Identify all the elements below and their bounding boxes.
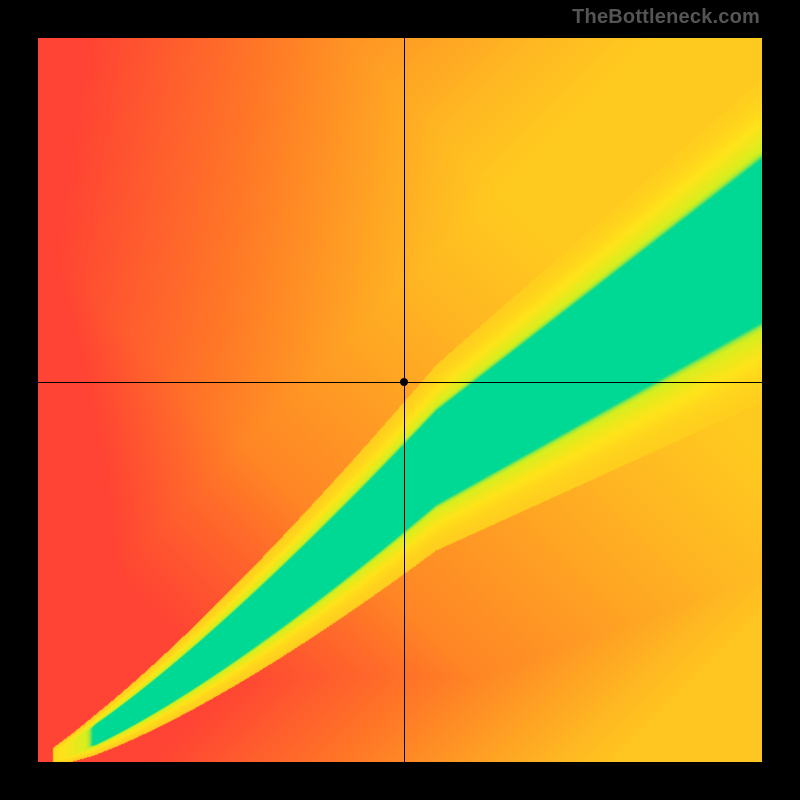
plot-area bbox=[38, 38, 762, 762]
crosshair-vertical bbox=[404, 38, 405, 762]
selected-point-marker bbox=[400, 378, 408, 386]
watermark-text: TheBottleneck.com bbox=[572, 6, 760, 29]
bottleneck-heatmap bbox=[38, 38, 762, 762]
